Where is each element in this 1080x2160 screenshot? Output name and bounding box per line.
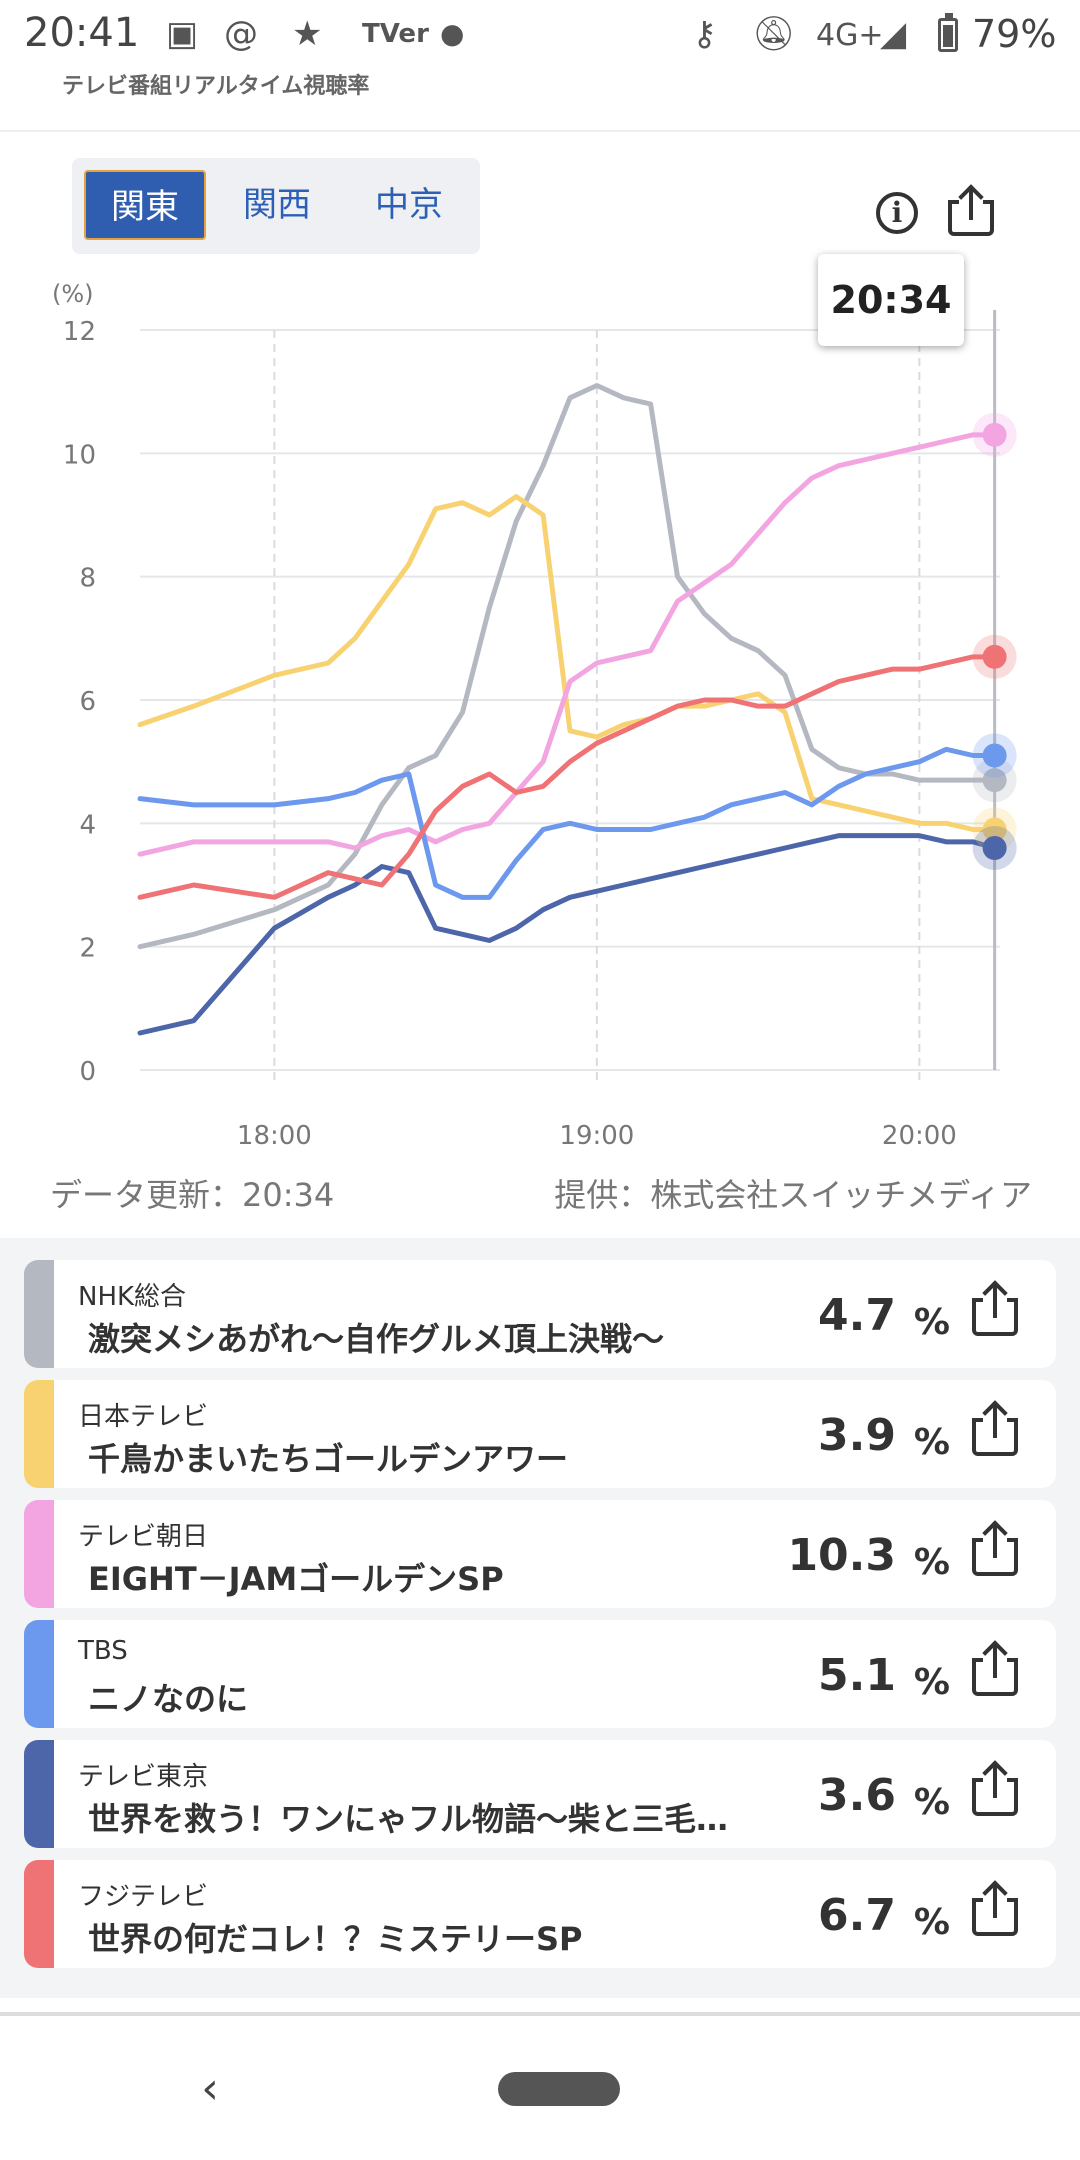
y-axis-label: (%) [52,280,94,308]
y-tick-label: 6 [79,687,96,717]
y-tick-label: 0 [79,1057,96,1087]
dot-icon: ● [440,17,465,50]
bell-off-icon: 🔕︎ [752,14,796,54]
channel-name: テレビ朝日 [78,1522,209,1552]
share-icon[interactable] [972,1284,1018,1336]
program-card[interactable]: テレビ朝日 EIGHT－JAMゴールデンSP 10.3% [24,1500,1056,1608]
rating-unit: % [913,1302,950,1343]
program-title: 世界を救う！ワンにゃフル物語〜柴と三毛… [88,1800,729,1838]
battery-icon [938,13,958,52]
y-tick-label: 12 [63,317,96,347]
series-line [137,383,998,950]
share-icon[interactable] [948,188,994,236]
x-tick-label: 18:00 [237,1121,312,1151]
ratings-chart[interactable]: 0 2 4 6 8 10 12 (%) 18:00 19:00 20:00 [0,250,1080,1170]
rating-value: 6.7 [818,1890,896,1941]
channel-color-stripe [24,1860,54,1968]
series-line [137,654,998,900]
signal-icon: ◢ [880,14,907,54]
data-update-text: データ更新：20:34 [50,1176,335,1214]
series-line [137,494,998,832]
tver-icon: TVer [362,19,429,49]
rating-value: 3.6 [818,1770,896,1821]
rating-unit: % [913,1782,950,1823]
series-end-marker [982,768,1007,793]
tab-kanto[interactable]: 関東 [84,170,206,240]
share-icon[interactable] [972,1524,1018,1576]
x-tick-label: 20:00 [882,1121,957,1151]
channel-color-stripe [24,1380,54,1488]
time-tooltip: 20:34 [818,254,964,346]
y-tick-label: 2 [79,934,96,964]
program-card[interactable]: フジテレビ世界の何だコレ！？ミステリーSP 6.7% [24,1860,1056,1968]
series-line [137,432,998,857]
app-title: テレビ番組リアルタイム視聴率 [62,74,370,99]
series-end-marker [982,743,1007,768]
program-title: EIGHT－JAMゴールデンSP [88,1560,504,1598]
series-line [137,746,998,900]
y-tick-label: 8 [79,564,96,594]
share-icon[interactable] [972,1644,1018,1696]
program-title: 千鳥かまいたちゴールデンアワー [88,1440,569,1478]
program-title: 激突メシあがれ〜自作グルメ頂上決戦〜 [88,1320,665,1358]
home-button[interactable] [498,2072,620,2106]
data-source-text: 提供：株式会社スイッチメディア [554,1176,1032,1214]
rating-value: 5.1 [818,1650,896,1701]
threads-icon: @ [224,14,258,54]
rating-unit: % [913,1422,950,1463]
series-line [137,833,998,1036]
rating-unit: % [913,1662,950,1703]
share-icon[interactable] [972,1764,1018,1816]
vpn-key-icon: ⚷ [692,14,717,54]
share-icon[interactable] [972,1884,1018,1936]
gallery-icon: ▣ [166,14,199,54]
series-end-marker [982,817,1007,842]
channel-name: NHK総合 [78,1282,187,1312]
divider [0,2012,1080,2016]
share-icon[interactable] [972,1404,1018,1456]
region-tabs: 関東 関西 中京 [72,158,480,254]
star-icon: ★ [292,14,323,54]
program-card[interactable]: TBS ニノなのに 5.1% [24,1620,1056,1728]
series-end-marker [982,644,1007,669]
channel-name: フジテレビ [78,1882,209,1912]
program-card[interactable]: テレビ東京世界を救う！ワンにゃフル物語〜柴と三毛… 3.6% [24,1740,1056,1848]
rating-unit: % [913,1902,950,1943]
divider [0,130,1080,132]
channel-name: 日本テレビ [78,1402,209,1432]
program-card[interactable]: 日本テレビ千鳥かまいたちゴールデンアワー 3.9% [24,1380,1056,1488]
program-title: 世界の何だコレ！？ミステリーSP [88,1920,583,1958]
x-tick-label: 19:00 [559,1121,634,1151]
series-end-marker [982,836,1007,860]
channel-name: TBS [78,1636,128,1666]
channel-color-stripe [24,1740,54,1848]
tab-chukyo[interactable]: 中京 [375,185,443,225]
network-type: 4G+ [816,18,884,53]
tab-kansai[interactable]: 関西 [243,185,311,225]
program-list: NHK総合 激突メシあがれ〜自作グルメ頂上決戦〜 4.7% 日本テレビ 千鳥かまいたちゴ… [0,1238,1080,1998]
y-tick-label: 4 [79,810,96,840]
rating-value: 10.3 [787,1530,896,1581]
rating-value: 4.7 [818,1290,896,1341]
channel-color-stripe [24,1500,54,1608]
channel-color-stripe [24,1620,54,1728]
channel-name: テレビ東京 [78,1762,209,1792]
y-tick-label: 10 [63,440,96,470]
status-clock: 20:41 [24,10,140,56]
series-end-marker [982,422,1007,447]
rating-unit: % [913,1542,950,1583]
back-button[interactable]: ‹ [201,2063,219,2114]
program-title: ニノなのに [88,1680,249,1718]
info-icon[interactable]: i [876,192,918,234]
program-card[interactable]: NHK総合激突メシあがれ〜自作グルメ頂上決戦〜 4.7% [24,1260,1056,1368]
battery-percent: 79% [972,12,1057,56]
status-bar: 20:41 ▣ @ ★ TVer ● ⚷ 🔕︎ 4G+ ◢ 79% [0,0,1080,70]
channel-color-stripe [24,1260,54,1368]
rating-value: 3.9 [818,1410,896,1461]
